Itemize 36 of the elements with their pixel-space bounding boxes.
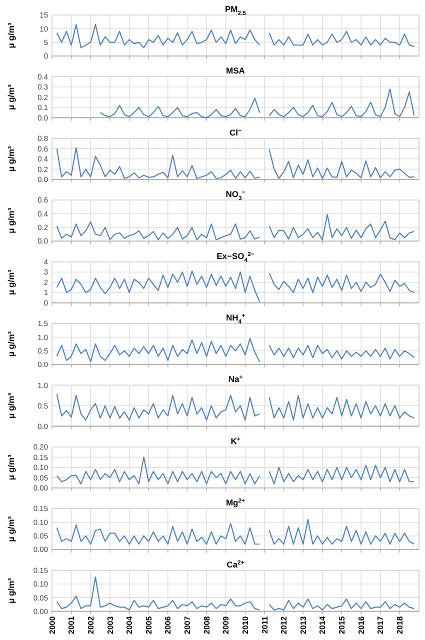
x-tick-label: 2013	[298, 616, 308, 634]
x-tick-label: 2010	[240, 616, 250, 634]
x-tick-label: 2005	[144, 616, 154, 634]
x-tick-label: 2009	[222, 616, 231, 634]
y-axis-title: μ g/m³	[6, 84, 16, 110]
chart-title: Mg$^{2+}$	[226, 498, 246, 508]
y-axis-title: μ g/m³	[6, 269, 16, 296]
x-tick-label: 2017	[376, 616, 386, 634]
chart-title: MSA	[226, 66, 245, 76]
x-tick-label: 2014	[318, 616, 328, 634]
x-tick-label: 2006	[164, 616, 173, 634]
x-tick-label: 2007	[183, 616, 192, 634]
y-axis-title: μ g/m³	[6, 146, 16, 172]
x-tick-label: 2011	[260, 616, 270, 634]
y-axis-title: μ g/m³	[6, 578, 16, 604]
x-tick-label: 2018	[395, 616, 404, 634]
y-axis-title: μ g/m³	[6, 516, 16, 542]
x-tick-label: 2002	[86, 616, 96, 634]
x-tick-label: 2001	[67, 616, 76, 634]
y-axis-title: μ g/m³	[6, 331, 16, 357]
chart-title: Ca$^{2+}$	[226, 559, 245, 570]
x-tick-label: 2012	[280, 616, 289, 634]
y-axis-title: μ g/m³	[6, 454, 16, 480]
chart-title: Na$^{+}$	[228, 374, 244, 384]
y-axis-title: μ g/m³	[6, 208, 16, 234]
x-tick-label: 2004	[125, 616, 134, 634]
chart-title: PM$_{2.5}$	[224, 4, 247, 17]
x-tick-label: 2015	[338, 616, 347, 634]
chart-title: K$^{+}$	[230, 436, 241, 446]
x-tick-label: 2008	[202, 616, 212, 634]
x-tick-label: 2016	[356, 616, 366, 634]
y-axis-title: μ g/m³	[6, 392, 16, 418]
chart-title: Cl$^{−}$	[230, 127, 242, 138]
x-tick-label: 2003	[106, 616, 115, 634]
x-tick-label: 2000	[48, 616, 57, 634]
y-axis-title: μ g/m³	[6, 22, 16, 48]
